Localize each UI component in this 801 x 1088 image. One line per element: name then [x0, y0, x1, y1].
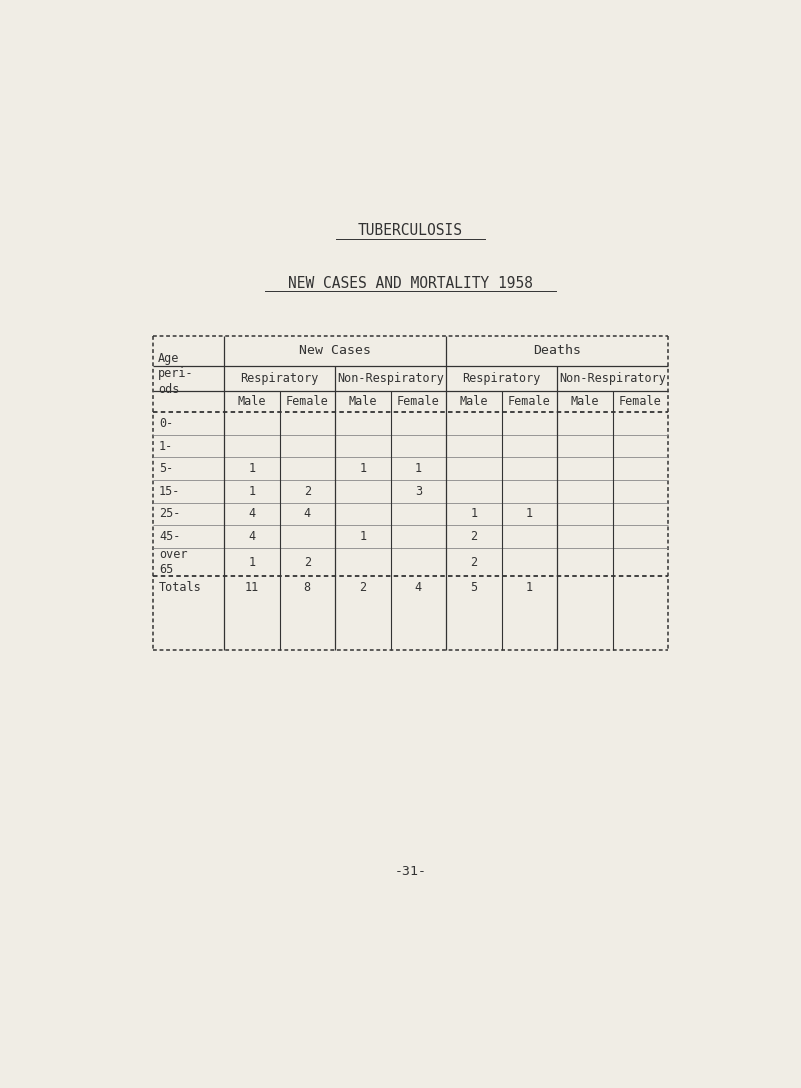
- Text: Deaths: Deaths: [533, 344, 581, 357]
- Text: Male: Male: [570, 395, 599, 408]
- Text: 4: 4: [415, 581, 422, 594]
- Text: 1: 1: [359, 530, 366, 543]
- Text: 5-: 5-: [159, 462, 173, 475]
- Text: 45-: 45-: [159, 530, 180, 543]
- Text: Non-Respiratory: Non-Respiratory: [559, 372, 666, 385]
- Text: 1: 1: [415, 462, 422, 475]
- Text: New Cases: New Cases: [299, 344, 371, 357]
- Text: -31-: -31-: [395, 865, 426, 878]
- Text: 2: 2: [304, 485, 311, 498]
- Text: over
65: over 65: [159, 547, 187, 577]
- Text: 8: 8: [304, 581, 311, 594]
- Text: Male: Male: [348, 395, 377, 408]
- Text: 25-: 25-: [159, 507, 180, 520]
- Text: Female: Female: [619, 395, 662, 408]
- Text: 1: 1: [525, 507, 533, 520]
- Text: Totals: Totals: [159, 581, 202, 594]
- Text: 2: 2: [470, 556, 477, 569]
- Text: 5: 5: [470, 581, 477, 594]
- Text: 15-: 15-: [159, 485, 180, 498]
- Text: Non-Respiratory: Non-Respiratory: [337, 372, 444, 385]
- Text: 0-: 0-: [159, 417, 173, 430]
- Text: 1-: 1-: [159, 440, 173, 453]
- Text: Respiratory: Respiratory: [240, 372, 319, 385]
- Text: 1: 1: [359, 462, 366, 475]
- Text: Male: Male: [238, 395, 266, 408]
- Text: Age
peri-
ods: Age peri- ods: [158, 353, 194, 396]
- Text: Female: Female: [286, 395, 328, 408]
- Text: 2: 2: [304, 556, 311, 569]
- Text: TUBERCULOSIS: TUBERCULOSIS: [358, 223, 463, 238]
- Text: 1: 1: [248, 556, 256, 569]
- Text: Female: Female: [397, 395, 440, 408]
- Text: 1: 1: [248, 485, 256, 498]
- Text: NEW CASES AND MORTALITY 1958: NEW CASES AND MORTALITY 1958: [288, 275, 533, 290]
- Text: 2: 2: [470, 530, 477, 543]
- Text: 3: 3: [415, 485, 422, 498]
- Text: Female: Female: [508, 395, 551, 408]
- Text: Male: Male: [460, 395, 488, 408]
- Text: 11: 11: [244, 581, 259, 594]
- Text: 2: 2: [359, 581, 366, 594]
- Text: 4: 4: [248, 530, 256, 543]
- Text: 4: 4: [248, 507, 256, 520]
- Text: 1: 1: [248, 462, 256, 475]
- Text: Respiratory: Respiratory: [462, 372, 541, 385]
- Text: 1: 1: [470, 507, 477, 520]
- Text: 4: 4: [304, 507, 311, 520]
- Text: 1: 1: [525, 581, 533, 594]
